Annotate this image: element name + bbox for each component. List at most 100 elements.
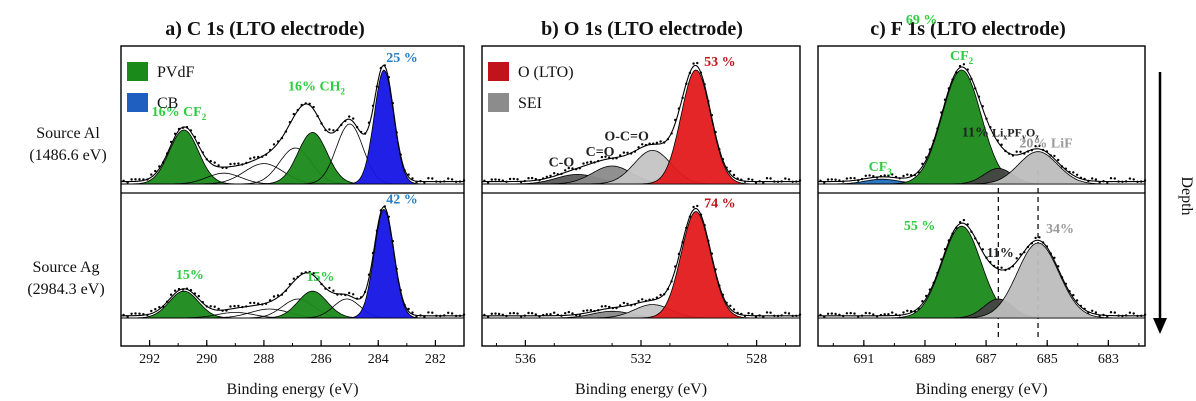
- data-point: [692, 62, 695, 65]
- data-point: [962, 218, 966, 222]
- data-point: [864, 311, 867, 315]
- data-point: [427, 177, 430, 180]
- data-point: [545, 175, 548, 178]
- data-point: [1091, 309, 1094, 312]
- data-point: [849, 311, 852, 315]
- data-point: [530, 312, 534, 315]
- data-point: [1015, 257, 1018, 260]
- data-point: [150, 309, 153, 313]
- x-tick-label: 290: [196, 352, 217, 367]
- data-point: [1057, 158, 1060, 162]
- data-point: [158, 306, 161, 309]
- legend-swatch: [127, 93, 148, 112]
- data-point: [209, 159, 212, 163]
- data-point: [447, 311, 450, 314]
- data-point: [553, 311, 556, 314]
- data-point: [655, 141, 659, 144]
- data-point: [1143, 179, 1147, 182]
- data-point: [138, 312, 141, 315]
- peak-label: 11%: [987, 246, 1014, 261]
- data-point: [659, 140, 662, 143]
- panel-c-f1s: 691 689 687 685 683 Binding energy (eV) CF3 69 …: [817, 13, 1147, 398]
- data-point: [902, 311, 905, 314]
- data-point: [173, 289, 177, 292]
- data-point: [411, 177, 414, 180]
- data-point: [1132, 312, 1135, 315]
- data-point: [512, 311, 515, 315]
- data-point: [508, 177, 512, 181]
- data-point: [571, 312, 574, 315]
- legend-label: CB: [157, 95, 178, 112]
- peak-label: 25 %: [386, 51, 418, 66]
- data-point: [352, 117, 355, 120]
- panel-a-title: a) C 1s (LTO electrode): [165, 18, 365, 40]
- data-point: [332, 289, 335, 292]
- data-point: [626, 302, 629, 305]
- data-point: [1075, 299, 1079, 302]
- fit-component-peak: [121, 69, 464, 185]
- data-point: [431, 177, 434, 180]
- data-point: [450, 178, 454, 181]
- data-point: [494, 178, 497, 181]
- data-point: [747, 312, 750, 315]
- peak-label: 16% CF2: [152, 105, 207, 122]
- data-point: [906, 309, 909, 312]
- panel-a-c1s: 292 290 288 286 284 282 Binding energy (eV) 16%…: [120, 45, 466, 398]
- x-tick-label: 282: [425, 352, 446, 367]
- data-point: [209, 305, 212, 308]
- data-point: [233, 162, 236, 165]
- depth-arrow: Depth: [1153, 72, 1195, 334]
- x-tick-label: 288: [253, 352, 274, 367]
- legend-label: PVdF: [157, 64, 194, 81]
- x-tick-label: 528: [746, 352, 767, 367]
- data-point: [834, 178, 837, 181]
- x-axis-label: Binding energy (eV): [575, 381, 707, 398]
- data-point: [332, 129, 335, 132]
- data-point: [1072, 171, 1075, 174]
- data-point: [891, 173, 894, 176]
- data-point: [582, 162, 585, 165]
- data-point: [407, 173, 410, 176]
- data-point: [217, 307, 220, 310]
- data-point: [564, 312, 567, 315]
- data-point: [1053, 154, 1056, 158]
- data-point: [1128, 177, 1132, 180]
- data-point: [732, 308, 736, 311]
- data-point: [154, 169, 157, 173]
- peak-label: 15%: [176, 268, 204, 283]
- data-point: [692, 205, 695, 209]
- data-point: [887, 174, 890, 177]
- data-point: [154, 308, 157, 311]
- data-point: [830, 178, 833, 181]
- x-axis-label: Binding energy (eV): [226, 381, 358, 398]
- data-point: [249, 157, 252, 160]
- data-point: [549, 174, 552, 177]
- data-point: [1019, 150, 1022, 153]
- x-tick-label: 284: [368, 352, 389, 367]
- data-point: [765, 177, 769, 180]
- data-point: [1038, 236, 1041, 239]
- data-point: [853, 177, 856, 180]
- data-point: [150, 173, 153, 176]
- fit-component-peak: [482, 69, 800, 185]
- data-point: [233, 304, 236, 308]
- data-point: [276, 294, 280, 297]
- data-point: [622, 301, 626, 305]
- data-point: [887, 313, 890, 316]
- depth-arrow-head: [1153, 318, 1167, 334]
- data-point: [619, 304, 622, 307]
- data-point: [883, 174, 886, 177]
- data-point: [272, 295, 276, 298]
- x-tick-label: 532: [631, 352, 652, 367]
- legend-label: O (LTO): [518, 64, 574, 81]
- fit-component-peak: [818, 225, 1145, 319]
- data-point: [450, 312, 454, 315]
- data-point: [1109, 177, 1113, 180]
- x-tick-label: 689: [914, 352, 935, 367]
- data-point: [853, 312, 856, 315]
- panel-b-o1s: 536 532 528 Binding energy (eV) C-O C=OO-C=O 5…: [481, 45, 802, 398]
- peak-label: 34%: [1046, 222, 1074, 237]
- data-point: [1132, 178, 1135, 181]
- data-point: [845, 312, 849, 315]
- data-point: [582, 309, 585, 313]
